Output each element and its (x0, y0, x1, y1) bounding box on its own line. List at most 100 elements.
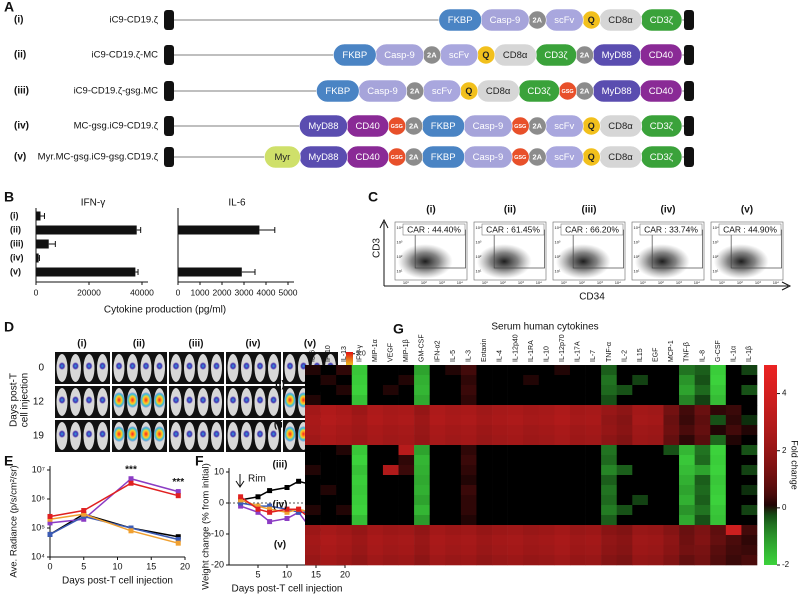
column-label: IL-12p70 (559, 334, 566, 362)
panel-letter: E (4, 453, 13, 469)
heat-cell (694, 545, 711, 556)
annotation: Rim (248, 474, 266, 485)
heat-cell (616, 375, 633, 386)
heat-cell (414, 445, 430, 456)
heat-cell (538, 365, 555, 376)
heat-cell (351, 475, 368, 486)
marker (267, 509, 273, 515)
domain-label: 2A (580, 86, 590, 95)
heat-cell (616, 405, 633, 416)
heat-cell (694, 505, 711, 516)
signal (284, 392, 296, 408)
cell-cloud (476, 244, 532, 279)
column-label: TNF-β (684, 342, 691, 362)
x-tick-label: 10¹ (482, 280, 488, 285)
panel-letter: D (4, 319, 14, 335)
heat-cell (492, 445, 508, 456)
x-tick-label: 10³ (676, 280, 682, 285)
x-tick-label: 10² (658, 280, 664, 285)
domain-label: CD8α (608, 15, 633, 26)
heat-cell (445, 425, 462, 436)
domain: 2A (527, 147, 547, 167)
heat-cell (336, 415, 353, 426)
heat-cell (523, 365, 540, 376)
domain: Casp-9 (374, 43, 425, 67)
heat-cell (632, 405, 649, 416)
x-tick-label: 3000 (235, 287, 254, 297)
heat-cell (632, 545, 649, 556)
heat-cell (663, 465, 680, 476)
signal (256, 430, 264, 438)
heat-cell (351, 365, 368, 376)
x-tick-label: 20000 (77, 287, 101, 297)
heat-cell (320, 445, 337, 456)
heat-cell (367, 495, 384, 506)
y-tick-label: 10¹ (476, 268, 482, 273)
heat-cell (523, 415, 540, 426)
heat-cell (492, 375, 508, 386)
column-label: EGF (653, 348, 660, 362)
plot-title: (v) (741, 205, 753, 216)
category-label: (i) (10, 210, 19, 220)
column-label: GM-CSF (419, 334, 426, 362)
heat-cell (507, 435, 524, 446)
heat-cell (554, 365, 571, 376)
signal (213, 396, 220, 404)
domain: FKBP (421, 145, 465, 169)
heat-cell (710, 435, 727, 446)
y-tick-label: 10³ (555, 239, 561, 244)
heat-cell (476, 485, 493, 496)
heat-cell (616, 505, 633, 516)
panel-letter: G (393, 321, 404, 337)
heat-cell (632, 475, 649, 486)
heat-cell (320, 465, 337, 476)
heat-cell (647, 445, 664, 456)
heat-cell (429, 445, 446, 456)
domain: CD3ζ (640, 145, 683, 169)
marker (267, 503, 273, 509)
heat-cell (694, 485, 711, 496)
heat-cell (679, 485, 695, 496)
group-label: (i) (275, 380, 284, 391)
heat-cell (741, 505, 758, 516)
y-tick-label: 10⁵ (31, 522, 45, 532)
domain: Casp-9 (463, 145, 513, 169)
domain-label: CD3ζ (650, 121, 674, 132)
heat-cell (710, 475, 727, 486)
domain-label: Casp-9 (384, 50, 415, 61)
domain: FKBP (333, 43, 377, 67)
domain: 2A (404, 147, 424, 167)
row-label: 12 (33, 397, 45, 408)
heat-cell (367, 375, 384, 386)
heat-cell (725, 425, 742, 436)
domain-box (333, 43, 377, 67)
heat-cell (710, 365, 727, 376)
heat-cell (710, 385, 727, 396)
heat-cell (476, 475, 493, 486)
plot-title: (i) (426, 205, 435, 216)
heat-cell (741, 475, 758, 486)
heat-cell (414, 545, 430, 556)
x-axis-label: Days post-T cell injection (62, 576, 173, 587)
series-line (49, 513, 179, 544)
heat-cell (741, 535, 758, 546)
heat-cell (460, 485, 477, 496)
heat-cell (632, 425, 649, 436)
y-tick-label: -20 (211, 559, 224, 569)
signal (129, 362, 136, 370)
heat-cell (679, 515, 695, 526)
heat-cell (601, 535, 618, 546)
signal (172, 396, 180, 404)
heat-cell (538, 375, 555, 386)
heat-cell (679, 445, 695, 456)
heat-cell (367, 475, 384, 486)
heat-cell (694, 465, 711, 476)
signal (270, 362, 277, 370)
heat-cell (725, 545, 742, 556)
heat-cell (694, 425, 711, 436)
heat-cell (616, 435, 633, 446)
heat-cell (538, 405, 555, 416)
heat-cell (585, 485, 602, 496)
heat-cell (320, 425, 337, 436)
heat-cell (523, 395, 540, 406)
